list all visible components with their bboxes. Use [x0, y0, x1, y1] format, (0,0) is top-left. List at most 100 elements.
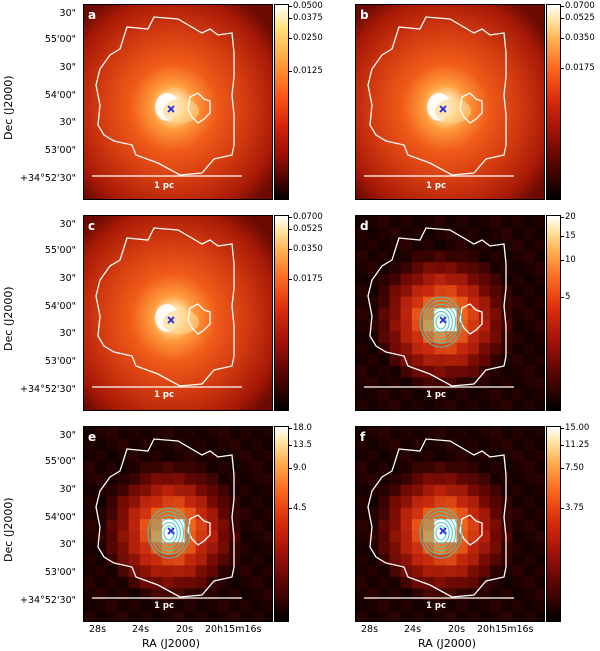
- map-pixel: [423, 365, 435, 379]
- map-pixel: [467, 342, 480, 355]
- map-pixel: [423, 588, 435, 601]
- map-pixel: [467, 438, 480, 451]
- map-pixel: [467, 262, 480, 275]
- map-pixel: [445, 388, 458, 402]
- panel-label: a: [88, 8, 97, 22]
- map-pixel: [229, 611, 242, 621]
- map-pixel: [128, 599, 141, 613]
- map-pixel: [206, 427, 219, 440]
- map-pixel: [162, 438, 175, 451]
- map-pixel: [490, 377, 502, 390]
- map-pixel: [411, 542, 424, 555]
- map-pixel: [378, 588, 391, 601]
- map-pixel: [411, 496, 424, 509]
- map-pixel: [240, 599, 253, 613]
- map-pixel: [523, 450, 536, 463]
- map-pixel: [151, 530, 163, 543]
- map-pixel: [106, 542, 119, 555]
- map-pixel: [84, 473, 96, 486]
- map-pixel: [117, 450, 130, 463]
- map-pixel: [389, 576, 402, 590]
- map-pixel: [389, 473, 402, 486]
- map-pixel: [445, 331, 458, 344]
- map-pixel: [356, 611, 368, 621]
- map-pixel: [534, 611, 544, 621]
- map-pixel: [411, 588, 424, 601]
- map-pixel: [478, 331, 491, 344]
- y-axis-label: Dec (J2000): [2, 497, 15, 562]
- map-pixel: [478, 285, 491, 298]
- map-pixel: [367, 285, 379, 298]
- scale-bar-label: 1 pc: [426, 390, 446, 400]
- map-pixel: [251, 427, 264, 440]
- map-pixel: [240, 611, 253, 621]
- map-pixel: [139, 530, 152, 543]
- map-pixel: [512, 427, 525, 440]
- map-pixel: [512, 308, 525, 321]
- map-pixel: [367, 542, 379, 555]
- map-pixel: [378, 400, 391, 410]
- colorbar-tick: 3.75: [560, 503, 584, 513]
- contour-line: [422, 511, 460, 555]
- map-pixel: [251, 611, 264, 621]
- map-pixel: [445, 611, 458, 621]
- region-outline: [367, 227, 507, 387]
- map-pixel: [501, 216, 514, 229]
- panel-a: a 1 pc: [83, 4, 273, 200]
- map-pixel: [356, 319, 368, 332]
- map-pixel: [389, 250, 402, 263]
- map-pixel: [467, 450, 480, 463]
- map-pixel: [445, 438, 458, 451]
- map-pixel: [128, 530, 141, 543]
- map-pixel: [423, 427, 435, 440]
- map-pixel: [534, 319, 544, 332]
- map-pixel: [389, 496, 402, 509]
- map-pixel: [378, 576, 391, 590]
- colorbar-tick: 0.0525: [288, 224, 323, 234]
- map-pixel: [445, 553, 458, 566]
- map-pixel: [229, 484, 242, 497]
- colorbar-a: [274, 4, 289, 200]
- map-pixel: [356, 473, 368, 486]
- map-pixel: [490, 400, 502, 410]
- map-pixel: [117, 473, 130, 486]
- map-pixel: [173, 565, 186, 578]
- map-pixel: [356, 250, 368, 263]
- map-pixel: [218, 599, 230, 613]
- map-pixel: [512, 588, 525, 601]
- map-pixel: [139, 496, 152, 509]
- map-pixel: [400, 507, 413, 520]
- map-pixel: [367, 319, 379, 332]
- map-pixel: [434, 239, 447, 252]
- map-pixel: [400, 285, 413, 298]
- map-pixel: [367, 365, 379, 379]
- map-pixel: [206, 611, 219, 621]
- map-pixel: [423, 473, 435, 486]
- map-pixel: [411, 599, 424, 613]
- map-pixel: [173, 450, 186, 463]
- map-pixel: [195, 507, 208, 520]
- map-pixel: [512, 519, 525, 532]
- map-pixel: [445, 427, 458, 440]
- map-pixel: [423, 296, 435, 309]
- map-pixel: [184, 496, 197, 509]
- map-pixel: [389, 507, 402, 520]
- map-pixel: [501, 308, 514, 321]
- map-pixel: [501, 484, 514, 497]
- map-pixel: [490, 331, 502, 344]
- map-pixel: [423, 507, 435, 520]
- map-pixel: [490, 365, 502, 379]
- map-pixel: [229, 507, 242, 520]
- map-pixel: [411, 296, 424, 309]
- map-pixel: [523, 342, 536, 355]
- map-pixel: [356, 285, 368, 298]
- map-pixel: [490, 296, 502, 309]
- map-pixel: [262, 519, 272, 532]
- map-pixel: [423, 377, 435, 390]
- map-pixel: [456, 273, 469, 286]
- map-pixel: [229, 473, 242, 486]
- map-pixel: [411, 484, 424, 497]
- map-pixel: [173, 611, 186, 621]
- map-pixel: [206, 542, 219, 555]
- map-pixel: [356, 438, 368, 451]
